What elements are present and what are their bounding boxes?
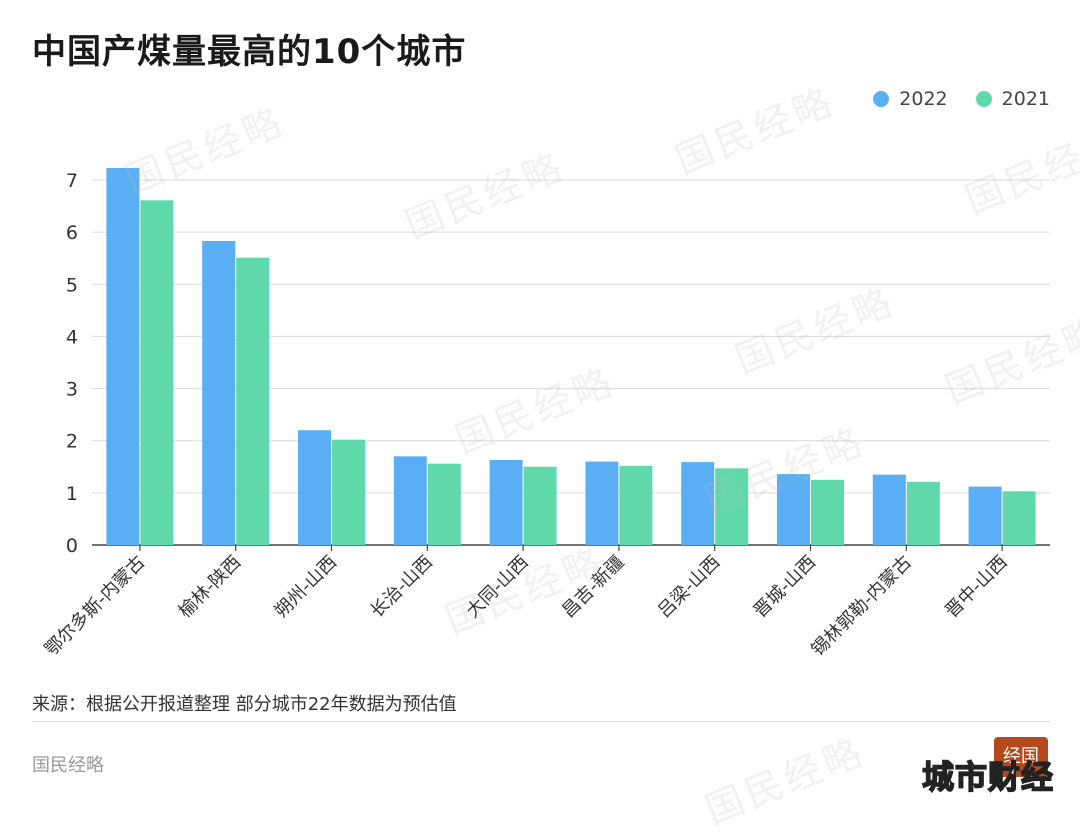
x-tick-label: 锡林郭勒-内蒙古 (807, 552, 916, 661)
legend-item-2022: 2022 (873, 88, 948, 110)
bar-2022 (393, 456, 427, 545)
bar-2022 (681, 462, 715, 545)
y-tick-label: 1 (66, 483, 78, 505)
watermark: 国民经略 (699, 728, 872, 833)
brand-badge: 经国 (994, 737, 1048, 777)
bar-2022 (489, 460, 523, 545)
x-tick-label: 鄂尔多斯-内蒙古 (41, 552, 150, 661)
bar-2021 (236, 257, 270, 545)
bar-2021 (332, 439, 365, 545)
x-tick-label: 晋中-山西 (941, 552, 1011, 622)
legend-swatch-2022 (873, 91, 890, 107)
x-tick-label: 昌吉-新疆 (558, 552, 628, 622)
x-tick-label: 榆林-陕西 (175, 552, 245, 622)
bar-2022 (872, 474, 906, 545)
bar-2021 (1002, 491, 1036, 545)
bar-2022 (106, 168, 140, 545)
bar-2022 (202, 241, 236, 545)
bar-2022 (585, 461, 619, 545)
bar-2021 (619, 465, 653, 545)
bar-2021 (715, 468, 749, 545)
legend-label-2022: 2022 (899, 88, 948, 110)
bar-2021 (523, 466, 557, 545)
brand-label: 国民经略 (32, 755, 104, 776)
y-tick-label: 5 (66, 274, 78, 296)
bar-2021 (811, 479, 844, 545)
legend-swatch-2021 (975, 91, 992, 107)
bar-2022 (777, 474, 810, 545)
y-tick-label: 6 (66, 222, 78, 244)
x-tick-label: 吕梁-山西 (654, 552, 724, 622)
bar-2021 (140, 200, 174, 546)
legend-item-2021: 2021 (975, 88, 1050, 110)
y-tick-label: 2 (66, 431, 78, 453)
chart-title: 中国产煤量最高的10个城市 (32, 32, 467, 72)
x-tick-label: 大同-山西 (462, 552, 532, 622)
x-tick-label: 晋城-山西 (750, 552, 820, 622)
legend: 2022 2021 (873, 88, 1050, 110)
bar-2022 (968, 486, 1002, 545)
y-tick-label: 0 (66, 535, 78, 557)
y-tick-label: 4 (66, 326, 78, 348)
source-note: 来源：根据公开报道整理 部分城市22年数据为预估值 (32, 694, 457, 715)
footer-divider (32, 721, 1050, 722)
x-tick-label: 朔州-山西 (271, 552, 341, 622)
bar-chart: 0 1 2 3 4 5 6 7 鄂尔多斯-内蒙古 榆林-陕西 朔州-山西 长治-山西 大同-山西 昌吉-新… (41, 168, 1050, 661)
bar-2021 (906, 481, 940, 545)
bar-2021 (427, 463, 461, 545)
corner-watermark: 城市财经 (921, 757, 1055, 797)
bar-2022 (298, 430, 331, 545)
legend-label-2021: 2021 (1001, 88, 1050, 110)
x-tick-label: 长治-山西 (366, 552, 436, 622)
y-tick-label: 7 (66, 170, 78, 192)
y-tick-label: 3 (66, 379, 78, 401)
